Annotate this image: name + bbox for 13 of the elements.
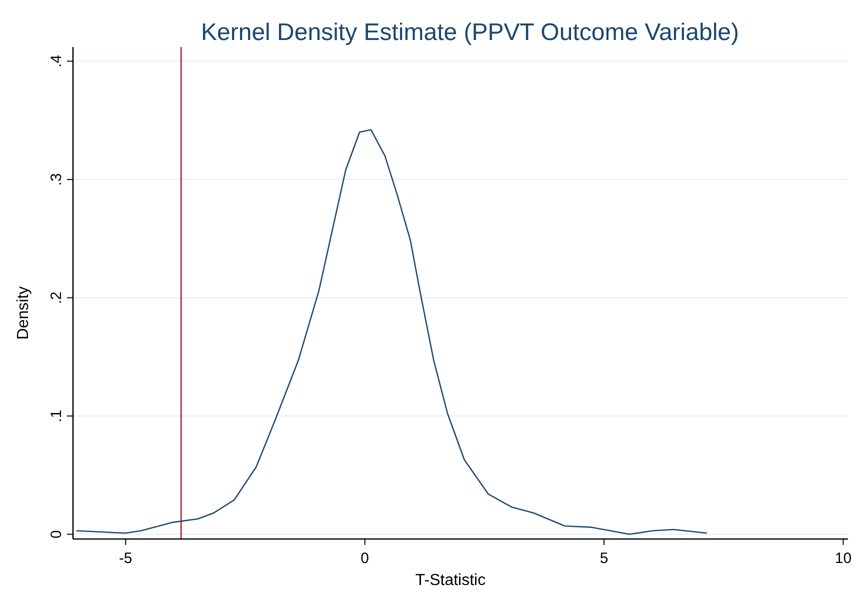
y-tick-label: .3 [48,173,65,186]
y-tick-label: 0 [48,530,65,538]
x-tick-label: 0 [360,550,369,567]
x-tick-label: 5 [600,550,608,567]
x-axis-title: T-Statistic [415,572,486,589]
line-series [76,129,708,535]
y-tick-label: .4 [48,54,65,68]
y-tick-label: .1 [48,410,65,422]
x-tick-label: 10 [834,550,852,567]
chart-title: Kernel Density Estimate (PPVT Outcome Variable) [201,19,739,46]
x-tick-label: -5 [118,550,132,567]
y-axis-title: Density [15,286,32,340]
y-tick-label: .2 [48,291,65,304]
